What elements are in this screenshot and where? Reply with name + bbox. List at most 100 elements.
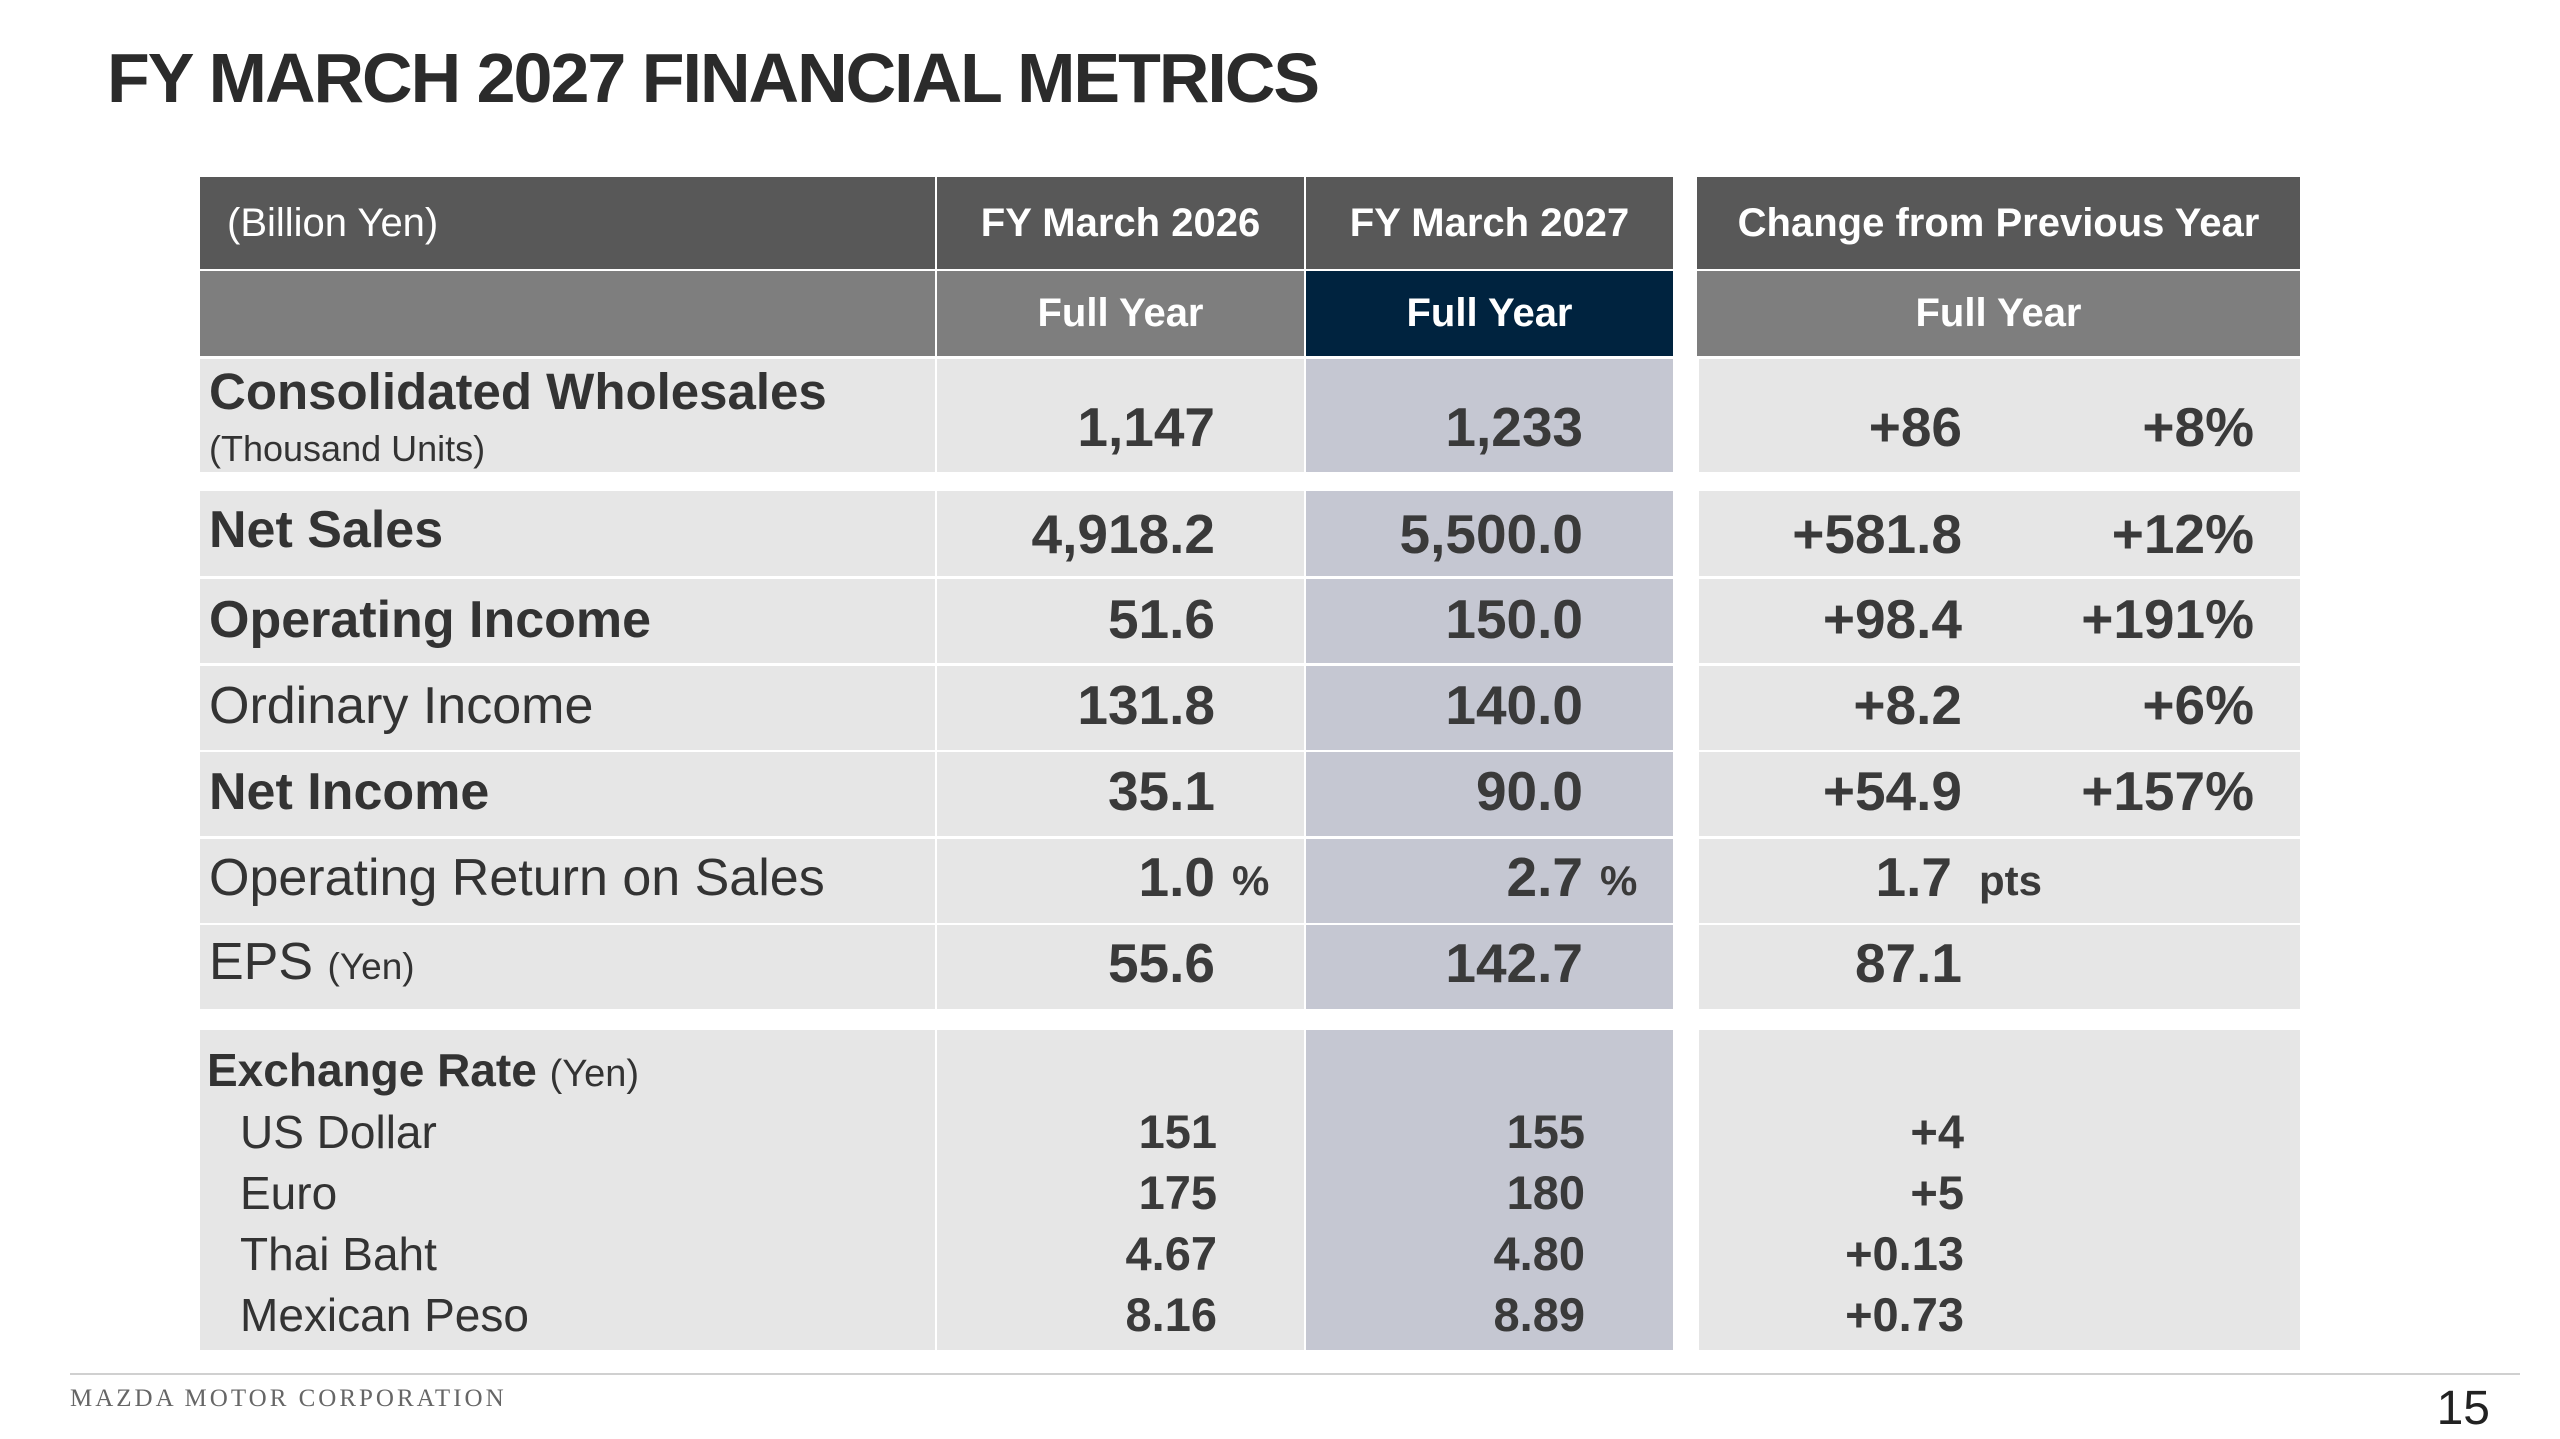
exchange-rate-heading: Exchange Rate (Yen) xyxy=(207,1043,639,1097)
net-income-change-pct: +157% xyxy=(2081,760,2254,822)
metric-label-eps: EPS (Yen) xyxy=(209,932,415,992)
exchange-fy2027-cell xyxy=(1306,1030,1673,1350)
ordinary-income-change-pct: +6% xyxy=(2142,674,2254,736)
fx-mxn-fy2027: 8.89 xyxy=(1493,1288,1585,1341)
net-sales-change: +581.8 xyxy=(1792,503,1962,565)
fx-name-euro: Euro xyxy=(240,1167,338,1219)
subheader-change: Full Year xyxy=(1697,271,2300,356)
net-sales-change-pct: +12% xyxy=(2111,503,2254,565)
fx-name-thb: Thai Baht xyxy=(240,1228,437,1280)
fx-euro-change: +5 xyxy=(1910,1166,1964,1219)
row-bg xyxy=(200,491,935,576)
fx-name-usd: US Dollar xyxy=(240,1106,437,1158)
wholesales-sublabel: (Thousand Units) xyxy=(209,428,486,469)
row-bg xyxy=(1306,491,1673,576)
footer-divider xyxy=(70,1373,2520,1375)
subheader-fy2026: Full Year xyxy=(937,271,1304,356)
row-bg xyxy=(1699,925,2300,1009)
row-bg xyxy=(200,925,935,1009)
row-bg xyxy=(937,839,1304,923)
fx-usd-change: +4 xyxy=(1910,1105,1964,1158)
row-bg xyxy=(200,752,935,836)
net-sales-fy2027: 5,500.0 xyxy=(1399,503,1583,565)
row-bg xyxy=(937,925,1304,1009)
subheader-blank xyxy=(200,271,935,356)
row-bg xyxy=(1699,839,2300,923)
ordinary-income-fy2026: 131.8 xyxy=(1077,674,1215,736)
col-header-change: Change from Previous Year xyxy=(1697,177,2300,269)
metric-label-ordinary-income: Ordinary Income xyxy=(209,677,594,735)
ordinary-income-change: +8.2 xyxy=(1853,674,1962,736)
net-income-change: +54.9 xyxy=(1822,760,1962,822)
metric-label-ros: Operating Return on Sales xyxy=(209,849,825,907)
row-bg xyxy=(1306,666,1673,750)
fx-name-mxn: Mexican Peso xyxy=(240,1289,529,1341)
metric-label-operating-income: Operating Income xyxy=(209,591,652,649)
operating-income-change: +98.4 xyxy=(1822,588,1962,650)
row-bg xyxy=(1306,839,1673,923)
wholesales-fy2027-cell xyxy=(1306,359,1673,472)
fx-usd-fy2026: 151 xyxy=(1138,1105,1217,1158)
fx-mxn-fy2026: 8.16 xyxy=(1125,1288,1217,1341)
ros-change-unit: pts xyxy=(1979,857,2042,904)
ros-fy2027: 2.7 xyxy=(1506,846,1583,908)
page-title: FY MARCH 2027 FINANCIAL METRICS xyxy=(107,39,1320,117)
row-bg xyxy=(937,491,1304,576)
fx-euro-fy2026: 175 xyxy=(1138,1166,1217,1219)
wholesales-fy2026: 1,147 xyxy=(1077,396,1215,458)
net-sales-fy2026: 4,918.2 xyxy=(1031,503,1215,565)
row-bg xyxy=(200,666,935,750)
fx-thb-fy2026: 4.67 xyxy=(1125,1227,1217,1280)
wholesales-fy2027: 1,233 xyxy=(1445,396,1583,458)
col-header-fy2027: FY March 2027 xyxy=(1306,177,1673,269)
footer-brand: MAZDA MOTOR CORPORATION xyxy=(70,1385,507,1412)
exchange-rate-label: Exchange Rate xyxy=(207,1044,537,1096)
metric-label-net-sales: Net Sales xyxy=(209,501,444,559)
wholesales-change-pct: +8% xyxy=(2142,396,2254,458)
fx-thb-change: +0.13 xyxy=(1845,1227,1964,1280)
row-bg xyxy=(200,839,935,923)
col-header-fy2026: FY March 2026 xyxy=(937,177,1304,269)
exchange-label-cell xyxy=(200,1030,935,1350)
wholesales-change: +86 xyxy=(1868,396,1962,458)
row-bg xyxy=(1306,925,1673,1009)
row-bg xyxy=(937,579,1304,663)
metric-label-net-income: Net Income xyxy=(209,763,490,821)
operating-income-fy2026: 51.6 xyxy=(1107,588,1215,650)
wholesales-label-cell xyxy=(200,359,935,472)
eps-fy2027: 142.7 xyxy=(1445,932,1583,994)
ros-fy2026-unit: % xyxy=(1232,857,1270,904)
eps-label: EPS xyxy=(209,933,314,991)
unit-label: (Billion Yen) xyxy=(200,177,935,269)
exchange-rate-unit: (Yen) xyxy=(549,1053,640,1095)
row-bg xyxy=(1699,579,2300,663)
fx-usd-fy2027: 155 xyxy=(1506,1105,1585,1158)
ros-fy2026: 1.0 xyxy=(1138,846,1215,908)
eps-unit-label: (Yen) xyxy=(327,946,415,987)
row-bg xyxy=(200,579,935,663)
page-number: 15 xyxy=(2436,1382,2490,1435)
ordinary-income-fy2027: 140.0 xyxy=(1445,674,1583,736)
wholesales-label: Consolidated Wholesales xyxy=(209,363,827,420)
net-income-fy2026: 35.1 xyxy=(1107,760,1215,822)
row-bg xyxy=(937,752,1304,836)
eps-change: 87.1 xyxy=(1854,932,1962,994)
fx-thb-fy2027: 4.80 xyxy=(1493,1227,1585,1280)
row-bg xyxy=(1699,666,2300,750)
operating-income-change-pct: +191% xyxy=(2081,588,2254,650)
ros-fy2027-unit: % xyxy=(1600,857,1638,904)
operating-income-fy2027: 150.0 xyxy=(1445,588,1583,650)
subheader-fy2027: Full Year xyxy=(1306,271,1673,356)
eps-fy2026: 55.6 xyxy=(1107,932,1215,994)
ros-change: 1.7 xyxy=(1875,846,1952,908)
wholesales-fy2026-cell xyxy=(937,359,1304,472)
row-bg xyxy=(937,666,1304,750)
row-bg xyxy=(1699,491,2300,576)
exchange-change-cell xyxy=(1699,1030,2300,1350)
exchange-fy2026-cell xyxy=(937,1030,1304,1350)
wholesales-change-cell xyxy=(1699,359,2300,472)
row-bg xyxy=(1306,752,1673,836)
row-bg xyxy=(1306,579,1673,663)
fx-mxn-change: +0.73 xyxy=(1845,1288,1964,1341)
net-income-fy2027: 90.0 xyxy=(1475,760,1583,822)
